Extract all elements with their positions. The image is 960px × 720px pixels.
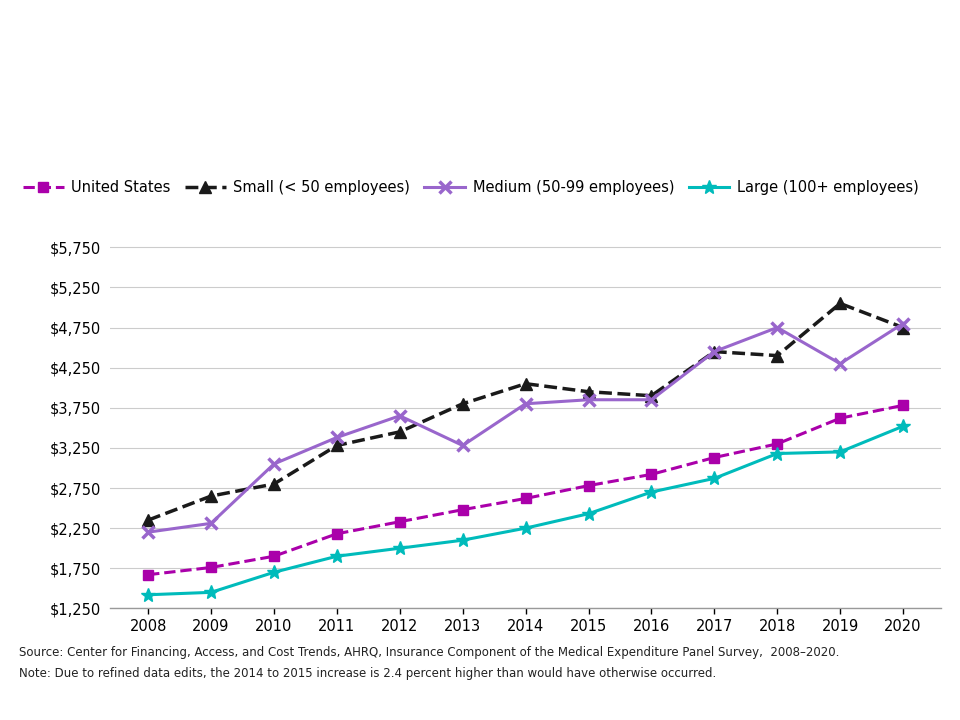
Text: Figure 15. Average family deductible (in dollars) per private-sector
employee en: Figure 15. Average family deductible (in… (4, 39, 793, 114)
Text: Note: Due to refined data edits, the 2014 to 2015 increase is 2.4 percent higher: Note: Due to refined data edits, the 201… (19, 667, 716, 680)
Legend: United States, Small (< 50 employees), Medium (50-99 employees), Large (100+ emp: United States, Small (< 50 employees), M… (17, 174, 924, 201)
Text: Source: Center for Financing, Access, and Cost Trends, AHRQ, Insurance Component: Source: Center for Financing, Access, an… (19, 646, 840, 659)
